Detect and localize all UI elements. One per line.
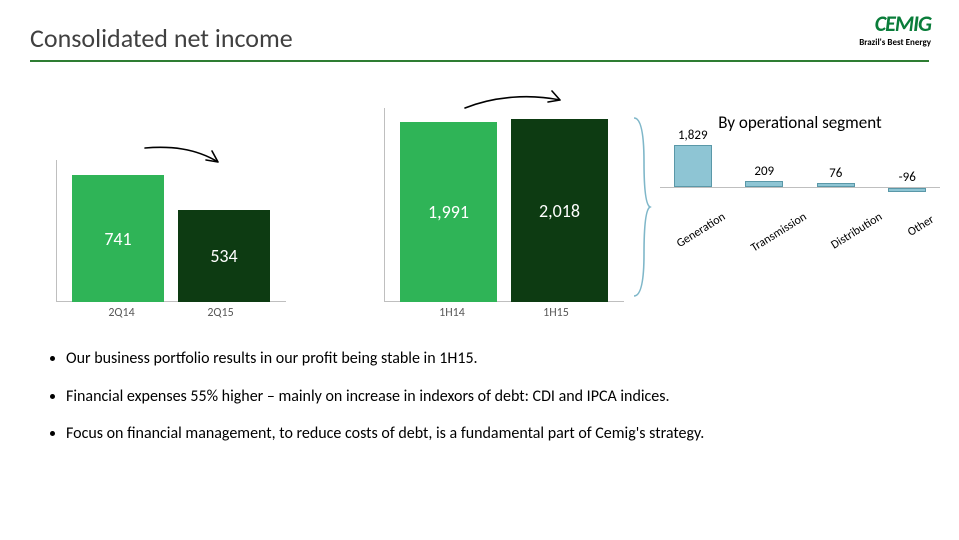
logo-tagline: Brazil's Best Energy (859, 37, 931, 48)
xlabel: 2Q14 (72, 306, 171, 324)
bar-value: 534 (210, 245, 237, 267)
halfyear-bar-chart: 1,991 2,018 1H14 1H15 (384, 108, 624, 320)
bar-value: 209 (754, 164, 774, 179)
segment-col-distribution: 76 (809, 166, 863, 187)
bar-1h14: 1,991 (400, 122, 497, 302)
segment-col-transmission: 209 (738, 164, 792, 187)
chart-bars: 1,991 2,018 (384, 108, 624, 302)
page-title: Consolidated net income (30, 22, 929, 60)
segment-bars: 1,829 209 76 -96 (660, 137, 940, 187)
brand-logo: CEMIG Brazil's Best Energy (859, 10, 931, 48)
logo-text: CEMIG (859, 10, 931, 37)
curly-brace (630, 112, 652, 302)
segment-col-other: -96 (881, 170, 935, 187)
bar-2q14: 741 (72, 175, 164, 302)
xlabel: Transmission (748, 210, 809, 255)
trend-arrow-quarterly (140, 140, 235, 176)
bar-value: 2,018 (539, 200, 580, 222)
xlabel: Other (901, 210, 941, 242)
header-rule: Consolidated net income (30, 22, 929, 62)
bar-value: -96 (899, 170, 916, 185)
bar-value: 1,829 (678, 128, 708, 143)
chart-xlabels: 2Q14 2Q15 (56, 306, 286, 324)
segment-col-generation: 1,829 (666, 128, 720, 187)
bar-distribution (817, 183, 855, 187)
xlabel: Distribution (828, 210, 884, 252)
trend-arrow-halfyear (460, 90, 572, 120)
bullet-item: Focus on financial management, to reduce… (66, 423, 919, 445)
xlabel: 1H15 (504, 306, 608, 324)
quarterly-bar-chart: 741 534 2Q14 2Q15 (56, 160, 286, 320)
bar-value: 741 (104, 228, 131, 250)
bar-transmission (745, 181, 783, 187)
bullet-list: Our business portfolio results in our pr… (48, 348, 919, 461)
segment-bar-chart: By operational segment 1,829 209 76 -96 … (660, 112, 940, 214)
bar-value: 76 (829, 166, 842, 181)
segment-xlabels: Generation Transmission Distribution Oth… (660, 200, 940, 214)
bullet-item: Our business portfolio results in our pr… (66, 348, 919, 370)
xlabel: 2Q15 (171, 306, 270, 324)
xlabel: 1H14 (400, 306, 504, 324)
bar-other-negative (888, 188, 926, 192)
chart-bars: 741 534 (56, 160, 286, 302)
bullet-item: Financial expenses 55% higher – mainly o… (66, 386, 919, 408)
bar-value: 1,991 (428, 201, 469, 223)
bar-2q15: 534 (178, 210, 270, 302)
bar-1h15: 2,018 (511, 119, 608, 302)
xlabel: Generation (674, 210, 728, 251)
chart-xlabels: 1H14 1H15 (384, 306, 624, 324)
bar-generation (674, 145, 712, 187)
